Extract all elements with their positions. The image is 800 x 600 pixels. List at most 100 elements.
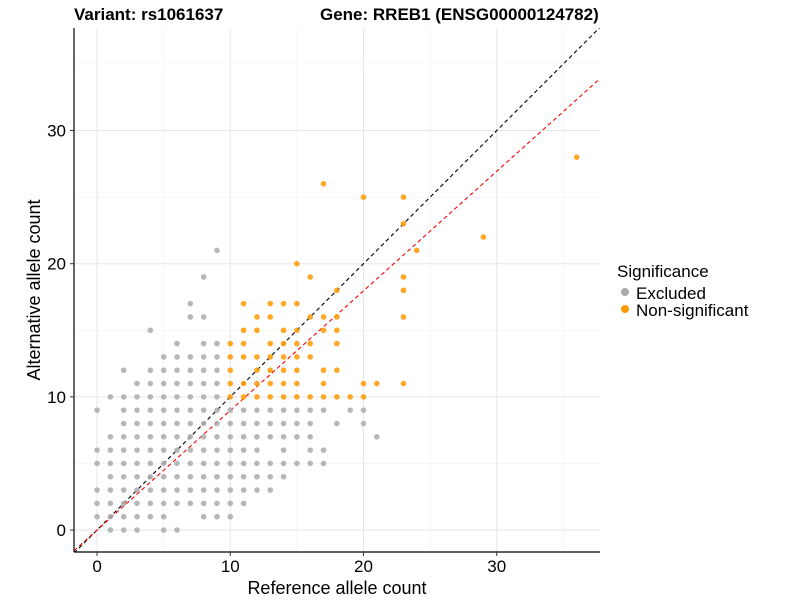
- data-point: [174, 447, 180, 453]
- data-point: [187, 447, 194, 453]
- data-point: [160, 354, 167, 360]
- data-point: [294, 367, 300, 374]
- data-point: [320, 407, 327, 413]
- data-point: [134, 407, 140, 413]
- data-point: [240, 300, 247, 307]
- data-point: [107, 394, 114, 400]
- data-point: [214, 354, 220, 360]
- data-point: [200, 447, 207, 453]
- data-point: [107, 434, 114, 440]
- data-point: [107, 447, 114, 453]
- title-variant: Variant: rs1061637: [74, 5, 223, 24]
- data-point: [360, 407, 367, 413]
- data-point: [227, 340, 234, 347]
- data-point: [360, 194, 367, 200]
- data-point: [160, 367, 167, 374]
- data-point: [187, 473, 194, 480]
- data-point: [187, 460, 194, 467]
- data-point: [400, 194, 407, 200]
- data-point: [214, 447, 220, 453]
- data-point: [294, 354, 300, 360]
- y-tick-label: 10: [47, 388, 66, 407]
- x-axis-label: Reference allele count: [247, 578, 426, 598]
- data-point: [254, 434, 260, 440]
- data-point: [107, 513, 114, 520]
- data-point: [160, 487, 167, 493]
- data-point: [240, 340, 247, 347]
- data-point: [200, 380, 207, 387]
- data-point: [294, 407, 300, 413]
- data-point: [134, 460, 140, 467]
- data-point: [94, 447, 100, 453]
- data-point: [160, 380, 167, 387]
- data-point: [120, 367, 127, 374]
- data-point: [200, 420, 207, 427]
- x-tick-label: 30: [487, 557, 506, 576]
- data-point: [107, 500, 114, 507]
- data-point: [214, 367, 220, 374]
- data-point: [147, 460, 154, 467]
- data-point: [214, 394, 220, 400]
- data-point: [307, 314, 314, 320]
- data-point: [267, 354, 274, 360]
- data-point: [400, 220, 407, 227]
- data-point: [280, 460, 287, 467]
- data-point: [307, 407, 314, 413]
- data-point: [240, 460, 247, 467]
- data-point: [240, 434, 247, 440]
- data-point: [147, 420, 154, 427]
- data-point: [254, 473, 260, 480]
- data-point: [320, 367, 327, 374]
- data-point: [240, 380, 247, 387]
- data-point: [240, 473, 247, 480]
- data-point: [174, 367, 180, 374]
- data-point: [320, 327, 327, 334]
- data-point: [120, 500, 127, 507]
- data-point: [227, 473, 234, 480]
- data-point: [147, 394, 154, 400]
- data-point: [320, 460, 327, 467]
- data-point: [360, 420, 367, 427]
- data-point: [280, 434, 287, 440]
- data-point: [267, 340, 274, 347]
- data-point: [134, 487, 140, 493]
- data-point: [227, 420, 234, 427]
- data-point: [267, 473, 274, 480]
- data-point: [187, 420, 194, 427]
- data-point: [280, 354, 287, 360]
- data-point: [120, 434, 127, 440]
- data-point: [160, 460, 167, 467]
- data-point: [214, 247, 220, 254]
- x-tick-label: 10: [221, 557, 240, 576]
- data-point: [187, 407, 194, 413]
- data-point: [267, 487, 274, 493]
- data-point: [334, 314, 340, 320]
- data-point: [267, 314, 274, 320]
- data-point: [254, 380, 260, 387]
- data-point: [254, 327, 260, 334]
- data-point: [200, 394, 207, 400]
- data-point: [294, 300, 300, 307]
- data-point: [94, 487, 100, 493]
- data-point: [187, 354, 194, 360]
- legend-title: Significance: [617, 262, 709, 281]
- data-point: [280, 394, 287, 400]
- data-point: [120, 527, 127, 533]
- data-point: [240, 447, 247, 453]
- data-point: [200, 460, 207, 467]
- data-point: [280, 367, 287, 374]
- data-point: [254, 420, 260, 427]
- data-point: [160, 500, 167, 507]
- data-point: [240, 487, 247, 493]
- data-point: [200, 407, 207, 413]
- data-point: [374, 434, 380, 440]
- data-point: [280, 407, 287, 413]
- data-point: [120, 473, 127, 480]
- data-point: [227, 394, 234, 400]
- data-point: [187, 487, 194, 493]
- data-point: [107, 473, 114, 480]
- data-point: [400, 287, 407, 294]
- data-point: [200, 354, 207, 360]
- data-point: [134, 447, 140, 453]
- data-point: [134, 473, 140, 480]
